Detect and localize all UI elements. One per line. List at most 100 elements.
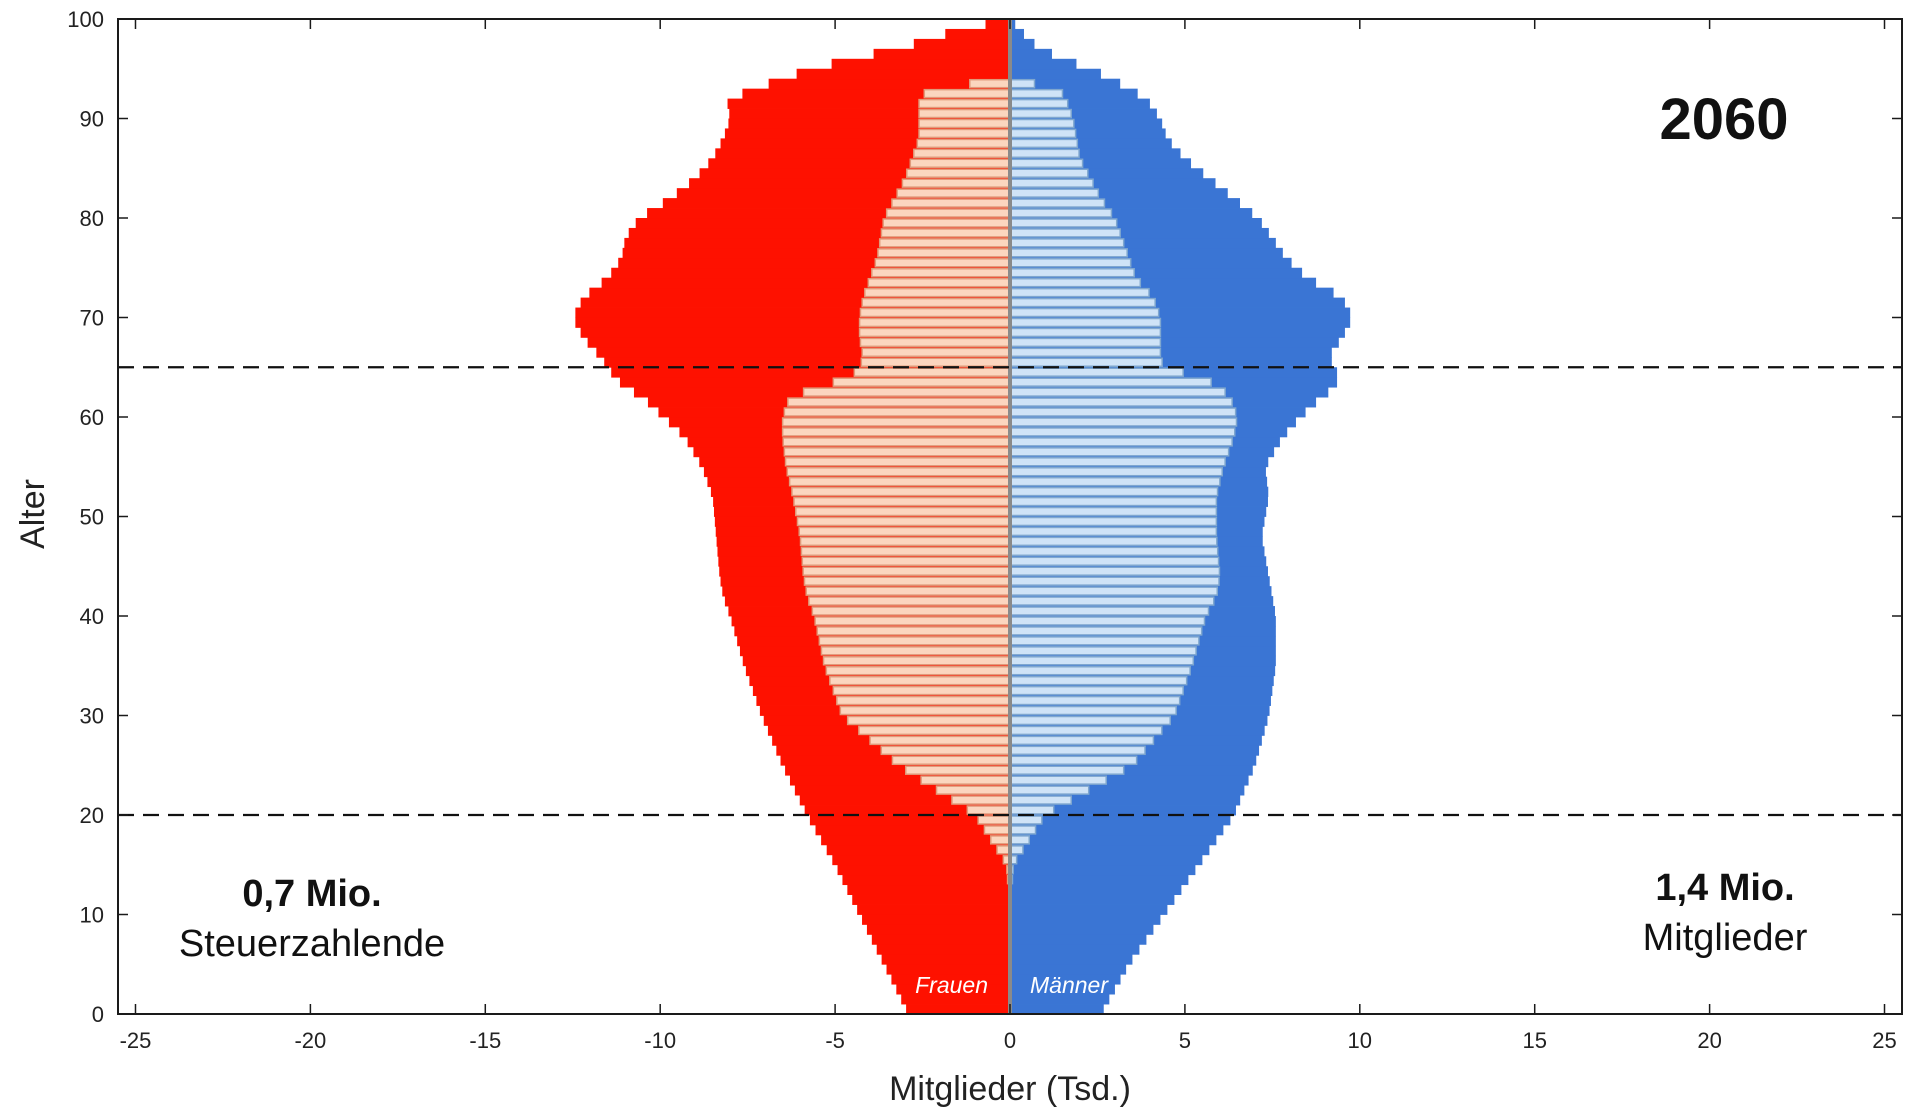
- bar-men-taxpayers: [1009, 447, 1230, 457]
- bar-men-taxpayers: [1009, 825, 1037, 835]
- y-tick-label: 20: [80, 803, 104, 828]
- bar-men-members: [1010, 118, 1163, 129]
- bar-women-taxpayers: [880, 228, 1011, 238]
- bar-women-members: [785, 765, 1010, 776]
- bar-women-taxpayers: [803, 576, 1011, 586]
- bar-women-taxpayers: [793, 496, 1011, 507]
- bar-women-members: [796, 68, 1010, 80]
- bar-men-members: [1010, 108, 1157, 119]
- bar-men-taxpayers: [1009, 387, 1226, 397]
- bar-men-taxpayers: [1009, 476, 1221, 487]
- y-tick-label: 60: [80, 405, 104, 430]
- bar-women-taxpayers: [796, 516, 1011, 527]
- bar-men-members: [1010, 38, 1035, 50]
- bar-men-taxpayers: [1009, 98, 1069, 109]
- bar-women-members: [729, 108, 1010, 119]
- bar-women-members: [662, 198, 1010, 209]
- bar-women-members: [886, 964, 1010, 975]
- bar-men-taxpayers: [1009, 516, 1218, 527]
- bar-men-taxpayers: [1009, 546, 1219, 557]
- bar-women-taxpayers: [802, 387, 1011, 397]
- bar-men-taxpayers: [1009, 78, 1036, 89]
- y-tick-label: 90: [80, 107, 104, 132]
- bar-men-members: [1010, 28, 1024, 40]
- bar-women-taxpayers: [877, 248, 1011, 258]
- bar-men-taxpayers: [1009, 377, 1212, 387]
- bar-men-taxpayers: [1009, 755, 1138, 765]
- bar-women-taxpayers: [811, 606, 1011, 616]
- bar-women-taxpayers: [820, 646, 1011, 656]
- bar-men-taxpayers: [1009, 238, 1125, 248]
- bar-women-taxpayers: [816, 626, 1011, 636]
- bar-men-taxpayers: [1009, 457, 1226, 467]
- bar-women-taxpayers: [832, 685, 1011, 696]
- bar-men-taxpayers: [1009, 417, 1238, 427]
- bar-men-members: [1010, 257, 1292, 269]
- bar-women-members: [891, 974, 1010, 985]
- bar-women-members: [896, 984, 1010, 995]
- bar-men-taxpayers: [1009, 407, 1237, 417]
- bar-men-taxpayers: [1009, 785, 1090, 795]
- bar-men-members: [1010, 227, 1269, 239]
- bar-men-taxpayers: [1009, 258, 1132, 268]
- bar-women-members: [624, 237, 1010, 249]
- bar-men-members: [1010, 954, 1133, 965]
- bar-men-taxpayers: [1009, 218, 1118, 228]
- bar-women-members: [842, 874, 1010, 886]
- bar-women-members: [580, 297, 1010, 308]
- bar-women-members: [832, 854, 1010, 866]
- y-tick-label: 0: [92, 1002, 104, 1027]
- bar-men-taxpayers: [1009, 277, 1142, 288]
- bar-women-taxpayers: [906, 168, 1011, 178]
- bar-men-members: [1010, 805, 1236, 816]
- year-label: 2060: [1659, 87, 1788, 152]
- bar-men-taxpayers: [1009, 725, 1163, 736]
- bar-men-members: [1010, 218, 1262, 229]
- members-total-value: 1,4 Mio.: [1655, 867, 1794, 909]
- bar-women-taxpayers: [814, 616, 1011, 626]
- bar-women-taxpayers: [878, 238, 1011, 248]
- bar-women-taxpayers: [913, 148, 1011, 159]
- bar-men-members: [1010, 337, 1339, 348]
- bar-women-taxpayers: [858, 725, 1011, 736]
- bar-men-taxpayers: [1009, 347, 1162, 358]
- bar-women-taxpayers: [880, 745, 1011, 756]
- bar-women-taxpayers: [951, 795, 1011, 805]
- bar-women-taxpayers: [800, 546, 1011, 557]
- bar-women-members: [742, 88, 1010, 99]
- bar-men-members: [1010, 944, 1140, 955]
- bar-women-members: [804, 805, 1010, 816]
- bar-women-taxpayers: [869, 735, 1011, 746]
- bar-men-taxpayers: [1009, 596, 1215, 606]
- bar-women-members: [708, 158, 1010, 169]
- bar-women-members: [622, 247, 1010, 259]
- bar-women-members: [913, 38, 1010, 50]
- bar-men-taxpayers: [1009, 307, 1160, 318]
- bar-men-taxpayers: [1009, 486, 1219, 497]
- bar-women-taxpayers: [861, 297, 1011, 308]
- bar-men-taxpayers: [1009, 656, 1195, 666]
- bar-men-members: [1010, 974, 1121, 985]
- bar-women-taxpayers: [901, 178, 1011, 188]
- bar-men-taxpayers: [1009, 666, 1191, 676]
- bar-women-taxpayers: [874, 258, 1011, 268]
- bar-men-taxpayers: [1009, 496, 1218, 507]
- bar-men-taxpayers: [1009, 437, 1233, 447]
- bar-women-members: [831, 58, 1010, 70]
- bar-men-members: [1010, 854, 1203, 866]
- reference-lines-layer: [118, 366, 1902, 817]
- bar-men-taxpayers: [1009, 138, 1079, 149]
- bar-women-taxpayers: [798, 526, 1011, 537]
- bar-men-taxpayers: [1009, 148, 1080, 159]
- bar-men-members: [1010, 785, 1245, 796]
- bar-men-members: [1010, 297, 1345, 308]
- bar-men-taxpayers: [1009, 586, 1219, 596]
- bar-men-taxpayers: [1009, 685, 1184, 696]
- bar-men-taxpayers: [1009, 795, 1072, 805]
- members-caption: Mitglieder: [1643, 917, 1808, 959]
- bar-women-taxpayers: [920, 775, 1011, 785]
- bar-women-taxpayers: [787, 397, 1011, 407]
- bar-women-taxpayers: [858, 317, 1011, 328]
- bar-men-taxpayers: [1009, 556, 1220, 566]
- bar-women-members: [809, 815, 1010, 826]
